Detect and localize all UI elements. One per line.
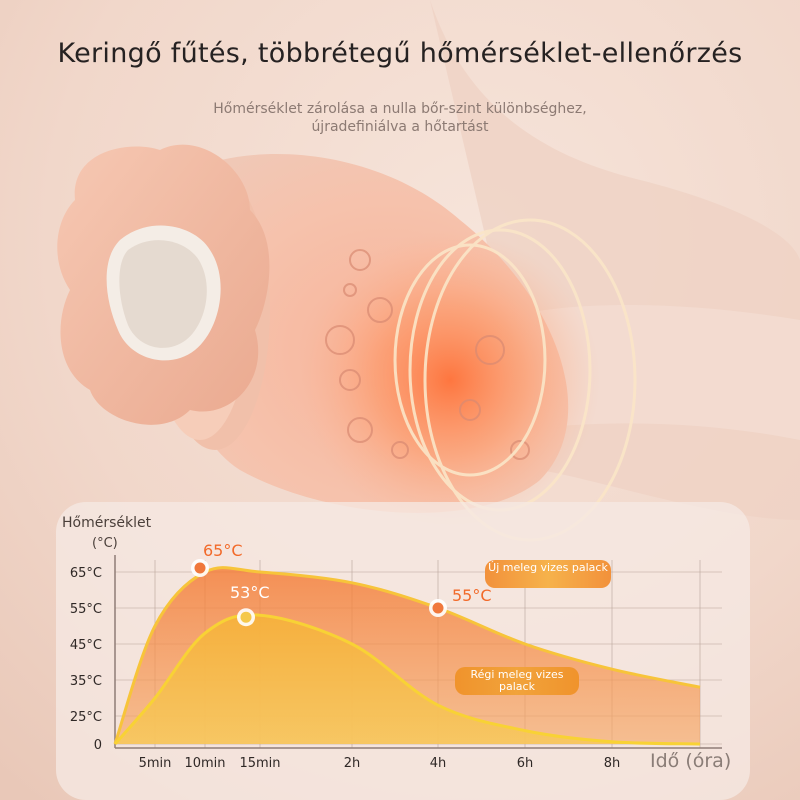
subtitle-line-2: újradefiniálva a hőtartást <box>311 119 489 135</box>
y-tick-label: 0 <box>94 738 102 753</box>
new-peak-marker <box>194 562 206 574</box>
y-tick-label: 25°C <box>70 710 102 725</box>
series-new-line <box>113 566 701 745</box>
x-tick-label: 15min <box>239 756 280 771</box>
y-axis-label-line-1: Hőmérséklet <box>62 515 152 531</box>
legend-new: Új meleg vizes palack <box>485 560 611 588</box>
x-tick-label: 2h <box>344 756 361 771</box>
y-tick-label: 65°C <box>70 566 102 581</box>
series-old-line <box>113 613 701 746</box>
x-tick-label: 8h <box>604 756 621 771</box>
y-tick-label: 35°C <box>70 674 102 689</box>
subtitle: Hőmérséklet zárolása a nulla bőr-szint k… <box>150 100 650 136</box>
y-axis-label-line-2: (°C) <box>92 536 118 551</box>
chart-labels: 0 25°C 35°C 45°C 55°C 65°C 5min 10min 15min 2h 4h 6… <box>70 541 620 771</box>
old-peak-label: 53°C <box>230 583 270 602</box>
page-title: Keringő fűtés, többrétegű hőmérséklet-el… <box>57 38 743 69</box>
chart-areas <box>113 566 701 746</box>
y-tick-label: 45°C <box>70 638 102 653</box>
legend-old: Régi meleg vizes palack <box>455 667 579 695</box>
new-4h-marker <box>432 602 444 614</box>
chart-marks <box>191 559 447 627</box>
subtitle-line-1: Hőmérséklet zárolása a nulla bőr-szint k… <box>213 101 587 117</box>
x-tick-label: 4h <box>430 756 447 771</box>
y-tick-label: 55°C <box>70 602 102 617</box>
series-old-area <box>115 614 700 744</box>
x-axis-label: Idő (óra) <box>650 750 731 772</box>
x-tick-label: 10min <box>184 756 225 771</box>
x-tick-label: 6h <box>517 756 534 771</box>
old-peak-marker <box>240 611 252 623</box>
new-peak-label: 65°C <box>203 541 243 560</box>
x-tick-label: 5min <box>139 756 172 771</box>
new-4h-label: 55°C <box>452 586 492 605</box>
